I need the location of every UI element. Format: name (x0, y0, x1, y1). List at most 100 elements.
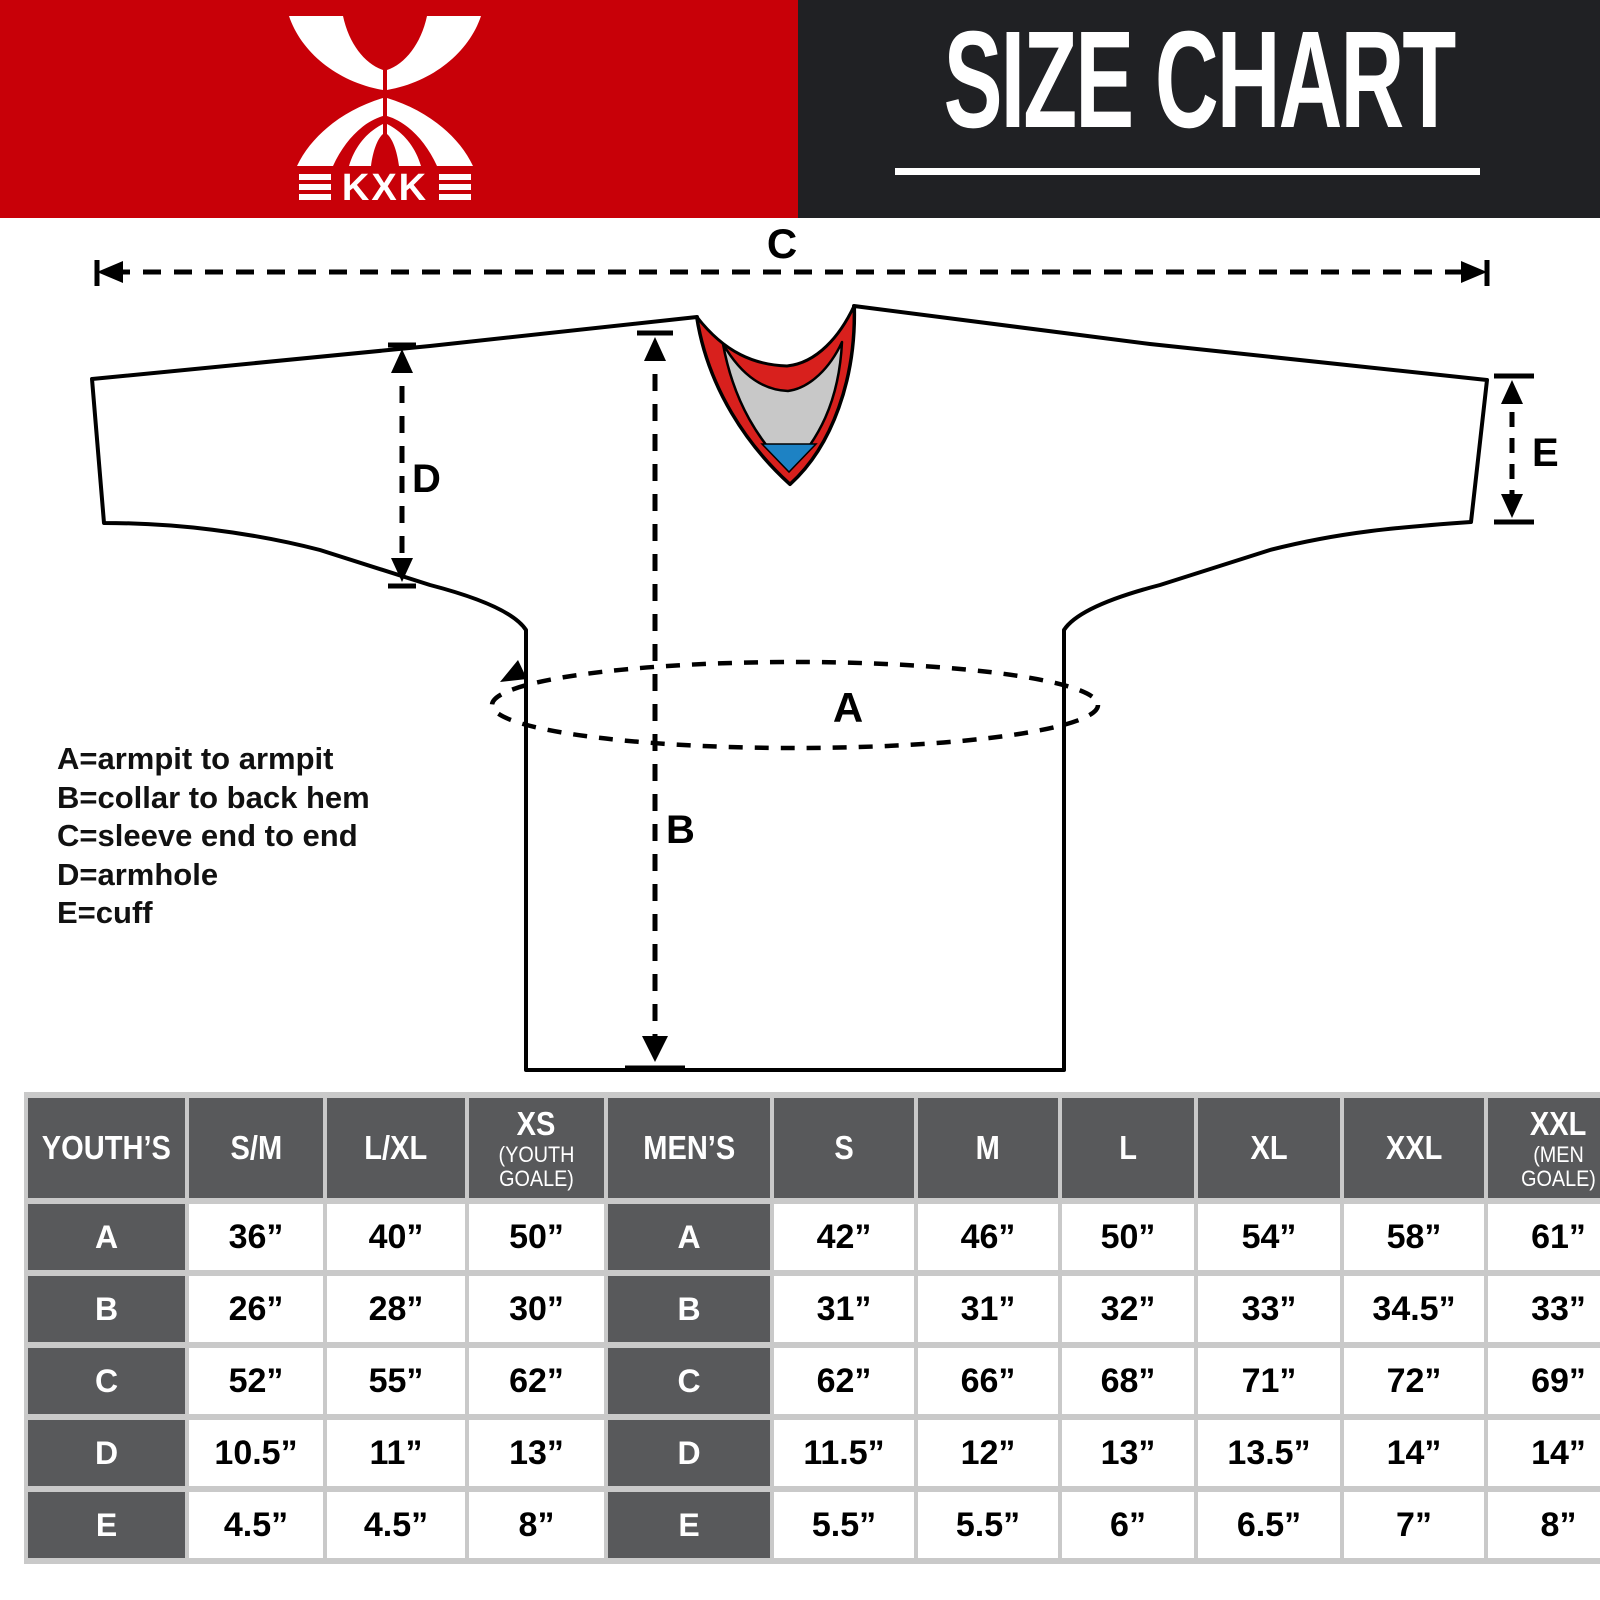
legend-line: A=armpit to armpit (57, 741, 334, 776)
d-arrowhead-top (391, 349, 413, 373)
measure-d-arrow (388, 342, 416, 589)
youth-group-header: YOUTH’S (28, 1098, 185, 1198)
youth-col-sm: S/M (189, 1098, 323, 1198)
cell: 33” (1488, 1276, 1600, 1342)
cell: 31” (774, 1276, 914, 1342)
b-arrowhead-top (644, 337, 666, 361)
cell: 14” (1488, 1420, 1600, 1486)
mens-col-xl: XL (1198, 1098, 1340, 1198)
table-row: A 36” 40” 50” A 42” 46” 50” 54” 58” 61” (28, 1204, 1600, 1270)
mens-group-header: MEN’S (608, 1098, 770, 1198)
cell: 40” (327, 1204, 465, 1270)
measure-label-b: B (666, 808, 695, 852)
cell: 11.5” (774, 1420, 914, 1486)
mens-row-label: D (608, 1420, 770, 1486)
measure-label-d: D (412, 457, 441, 501)
cell: 6.5” (1198, 1492, 1340, 1558)
cell: 32” (1062, 1276, 1194, 1342)
youth-row-label: E (28, 1492, 185, 1558)
cell: 6” (1062, 1492, 1194, 1558)
c-arrowhead-right (1461, 261, 1487, 283)
logo-equals-bars-icon (299, 174, 471, 200)
mens-row-label: A (608, 1204, 770, 1270)
measure-label-a: A (833, 684, 863, 731)
cell: 55” (327, 1348, 465, 1414)
measure-a-ellipse (489, 659, 1101, 751)
cell: 62” (469, 1348, 604, 1414)
cell: 66” (918, 1348, 1058, 1414)
top-banner: KXK SIZE CHART (0, 0, 1600, 218)
mens-row-label: E (608, 1492, 770, 1558)
mens-row-label: C (608, 1348, 770, 1414)
d-arrowhead-bottom (391, 558, 413, 582)
table-header-row: YOUTH’S S/M L/XL XS (YOUTH GOALE) MEN’S … (28, 1098, 1600, 1198)
cell: 52” (189, 1348, 323, 1414)
cell: 28” (327, 1276, 465, 1342)
mens-row-label: B (608, 1276, 770, 1342)
cell: 8” (469, 1492, 604, 1558)
youth-col-xs-goalie: XS (YOUTH GOALE) (469, 1098, 604, 1198)
cell: 14” (1344, 1420, 1484, 1486)
cell: 46” (918, 1204, 1058, 1270)
mens-col-s: S (774, 1098, 914, 1198)
c-arrowhead-left (97, 261, 123, 283)
b-arrowhead-bottom (642, 1036, 668, 1062)
table-row: C 52” 55” 62” C 62” 66” 68” 71” 72” 69” (28, 1348, 1600, 1414)
mens-col-l: L (1062, 1098, 1194, 1198)
table-row: E 4.5” 4.5” 8” E 5.5” 5.5” 6” 6.5” 7” 8” (28, 1492, 1600, 1558)
cell: 8” (1488, 1492, 1600, 1558)
cell: 11” (327, 1420, 465, 1486)
cell: 31” (918, 1276, 1058, 1342)
cell: 62” (774, 1348, 914, 1414)
measure-e-arrow (1494, 373, 1534, 525)
cell: 34.5” (1344, 1276, 1484, 1342)
page-title: SIZE CHART (943, 2, 1457, 157)
mens-col-m: M (918, 1098, 1058, 1198)
e-arrowhead-bottom (1501, 494, 1523, 518)
cell: 12” (918, 1420, 1058, 1486)
cell: 13.5” (1198, 1420, 1340, 1486)
legend-line: D=armhole (57, 856, 219, 892)
mens-col-xxl: XXL (1344, 1098, 1484, 1198)
cell: 69” (1488, 1348, 1600, 1414)
cell: 26” (189, 1276, 323, 1342)
measure-label-c: C (767, 220, 797, 267)
cell: 50” (1062, 1204, 1194, 1270)
cell: 13” (1062, 1420, 1194, 1486)
cell: 33” (1198, 1276, 1340, 1342)
cell: 61” (1488, 1204, 1600, 1270)
cell: 42” (774, 1204, 914, 1270)
cell: 54” (1198, 1204, 1340, 1270)
table-row: D 10.5” 11” 13” D 11.5” 12” 13” 13.5” 14… (28, 1420, 1600, 1486)
youth-row-label: A (28, 1204, 185, 1270)
cell: 4.5” (189, 1492, 323, 1558)
kxk-emblem-icon (289, 16, 481, 166)
cell: 36” (189, 1204, 323, 1270)
youth-row-label: D (28, 1420, 185, 1486)
mens-col-xxl-goalie: XXL (MEN GOALE) (1488, 1098, 1600, 1198)
cell: 4.5” (327, 1492, 465, 1558)
cell: 71” (1198, 1348, 1340, 1414)
youth-row-label: C (28, 1348, 185, 1414)
cell: 7” (1344, 1492, 1484, 1558)
a-arrowhead (500, 660, 527, 682)
title-underline (895, 168, 1480, 175)
cell: 68” (1062, 1348, 1194, 1414)
cell: 13” (469, 1420, 604, 1486)
youth-col-lxl: L/XL (327, 1098, 465, 1198)
cell: 10.5” (189, 1420, 323, 1486)
table-row: B 26” 28” 30” B 31” 31” 32” 33” 34.5” 33… (28, 1276, 1600, 1342)
cell: 58” (1344, 1204, 1484, 1270)
brand-banner: KXK (0, 0, 798, 218)
collar-inner-gray (721, 340, 844, 473)
measure-b-arrow (625, 330, 685, 1071)
title-banner: SIZE CHART (798, 0, 1600, 218)
size-table: YOUTH’S S/M L/XL XS (YOUTH GOALE) MEN’S … (24, 1092, 1600, 1564)
measure-c-arrow (94, 260, 1490, 286)
legend-line: C=sleeve end to end (57, 818, 358, 853)
cell: 30” (469, 1276, 604, 1342)
cell: 5.5” (918, 1492, 1058, 1558)
youth-row-label: B (28, 1276, 185, 1342)
legend-line: E=cuff (57, 895, 153, 930)
